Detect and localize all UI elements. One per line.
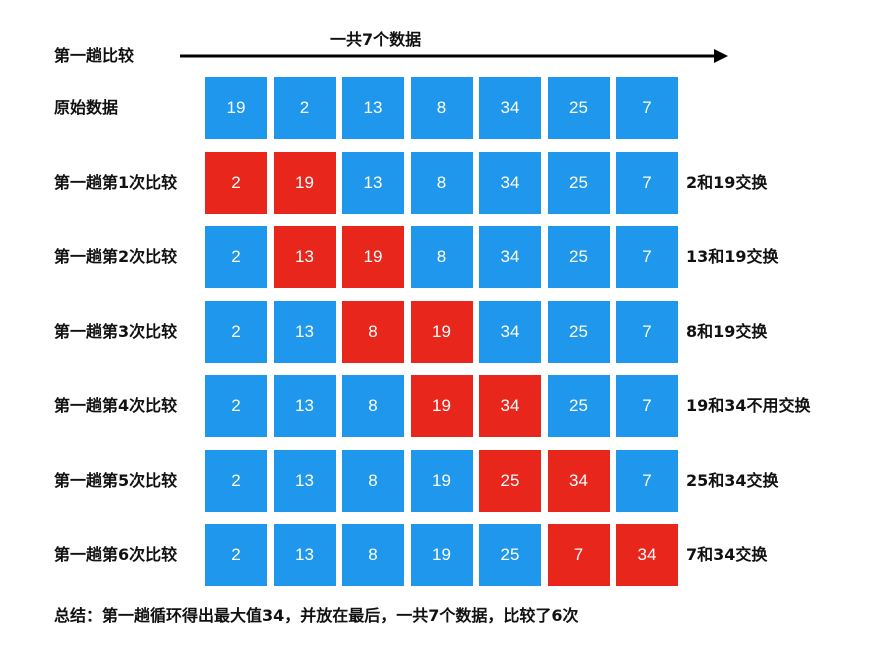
swap-note: 25和34交换 bbox=[686, 470, 779, 490]
data-cell: 25 bbox=[547, 226, 610, 288]
swap-note: 7和34交换 bbox=[686, 545, 768, 564]
data-cell: 13 bbox=[342, 77, 404, 139]
data-cell: 34 bbox=[479, 300, 541, 363]
data-cell: 25 bbox=[479, 524, 541, 586]
pass-title: 第一趟比较 bbox=[54, 46, 135, 65]
row-label: 第一趟第2次比较 bbox=[54, 247, 178, 266]
swapped-cell: 34 bbox=[547, 449, 610, 512]
data-cell: 7 bbox=[616, 226, 678, 288]
data-cell: 7 bbox=[616, 77, 678, 139]
data-cell: 25 bbox=[547, 375, 610, 437]
row-label: 第一趟第6次比较 bbox=[54, 545, 178, 564]
data-cell: 13 bbox=[342, 151, 404, 214]
row-label: 第一趟第4次比较 bbox=[54, 396, 178, 415]
data-cell: 13 bbox=[273, 524, 336, 586]
data-cell: 13 bbox=[273, 300, 336, 363]
row-label: 第一趟第1次比较 bbox=[54, 172, 178, 192]
data-cell: 8 bbox=[410, 77, 473, 139]
swap-note: 2和19交换 bbox=[686, 172, 768, 192]
data-cell: 8 bbox=[342, 375, 404, 437]
data-cell: 7 bbox=[616, 151, 678, 214]
swap-note: 8和19交换 bbox=[686, 321, 768, 341]
swapped-cell: 13 bbox=[273, 226, 336, 288]
swapped-cell: 2 bbox=[205, 151, 267, 214]
swapped-cell: 25 bbox=[479, 449, 541, 512]
total-count-label: 一共7个数据 bbox=[330, 30, 422, 49]
swapped-cell: 19 bbox=[410, 375, 473, 437]
swapped-cell: 19 bbox=[342, 226, 404, 288]
row-label: 第一趟第5次比较 bbox=[54, 470, 178, 490]
data-cell: 8 bbox=[410, 226, 473, 288]
arrow-right-icon bbox=[180, 49, 728, 63]
data-cell: 2 bbox=[205, 524, 267, 586]
data-cell: 2 bbox=[273, 77, 336, 139]
row-label: 第一趟第3次比较 bbox=[54, 321, 178, 341]
data-cell: 19 bbox=[410, 449, 473, 512]
data-cell: 13 bbox=[273, 375, 336, 437]
data-cell: 8 bbox=[342, 524, 404, 586]
data-cell: 25 bbox=[547, 300, 610, 363]
swapped-cell: 34 bbox=[479, 375, 541, 437]
data-cell: 25 bbox=[547, 151, 610, 214]
data-cell: 34 bbox=[479, 77, 541, 139]
data-cell: 2 bbox=[205, 375, 267, 437]
arrow-head bbox=[714, 49, 728, 63]
data-cell: 8 bbox=[342, 449, 404, 512]
summary-text: 总结：第一趟循环得出最大值34，并放在最后，一共7个数据，比较了6次 bbox=[54, 606, 579, 625]
data-cell: 34 bbox=[479, 151, 541, 214]
data-cell: 19 bbox=[410, 524, 473, 586]
swapped-cell: 19 bbox=[410, 300, 473, 363]
data-cell: 2 bbox=[205, 300, 267, 363]
row-label: 原始数据 bbox=[54, 98, 119, 117]
data-cell: 19 bbox=[205, 77, 267, 139]
data-cell: 34 bbox=[479, 226, 541, 288]
swapped-cell: 34 bbox=[616, 524, 678, 586]
swap-note: 19和34不用交换 bbox=[686, 396, 811, 415]
data-cell: 25 bbox=[547, 77, 610, 139]
data-cell: 7 bbox=[616, 375, 678, 437]
data-cell: 2 bbox=[205, 449, 267, 512]
data-cell: 8 bbox=[410, 151, 473, 214]
data-cell: 13 bbox=[273, 449, 336, 512]
swap-note: 13和19交换 bbox=[686, 247, 779, 266]
data-cell: 2 bbox=[205, 226, 267, 288]
swapped-cell: 8 bbox=[342, 300, 404, 363]
swapped-cell: 7 bbox=[547, 524, 610, 586]
swapped-cell: 19 bbox=[273, 151, 336, 214]
data-cell: 7 bbox=[616, 300, 678, 363]
data-cell: 7 bbox=[616, 449, 678, 512]
